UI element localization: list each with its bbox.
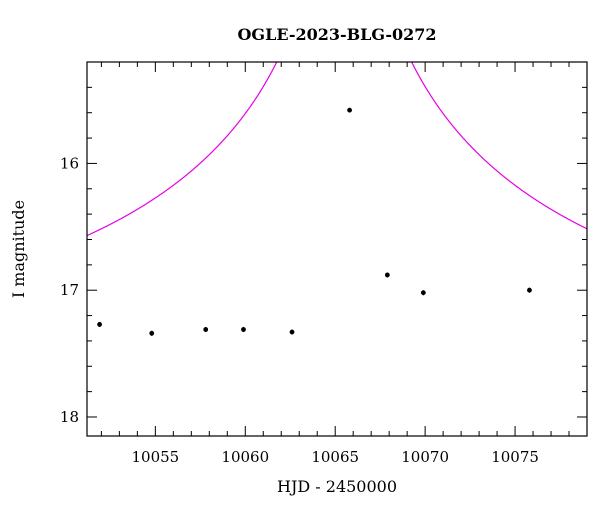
y-tick-label: 17 bbox=[60, 281, 79, 299]
point-marker bbox=[527, 287, 532, 293]
point-marker bbox=[347, 107, 352, 113]
data-point bbox=[527, 287, 532, 293]
model-curve bbox=[87, 62, 587, 237]
data-point bbox=[97, 321, 102, 327]
chart-title: OGLE-2023-BLG-0272 bbox=[237, 25, 436, 44]
point-marker bbox=[97, 322, 102, 327]
point-marker bbox=[289, 329, 295, 335]
point-marker bbox=[203, 327, 209, 332]
data-point bbox=[241, 326, 246, 333]
y-tick-label: 16 bbox=[60, 154, 79, 172]
plot-area bbox=[86, 61, 588, 437]
data-point bbox=[149, 330, 155, 336]
data-point bbox=[384, 272, 390, 278]
x-tick-label: 10055 bbox=[131, 448, 179, 466]
data-point bbox=[289, 329, 295, 335]
x-tick-label: 10070 bbox=[401, 448, 449, 466]
point-marker bbox=[384, 272, 390, 278]
data-point bbox=[203, 326, 209, 333]
point-marker bbox=[149, 330, 155, 336]
x-axis-label: HJD - 2450000 bbox=[277, 477, 397, 496]
y-tick-label: 18 bbox=[60, 408, 79, 426]
y-axis-label: I magnitude bbox=[9, 200, 28, 298]
x-tick-label: 10065 bbox=[311, 448, 359, 466]
data-point bbox=[347, 107, 352, 113]
point-marker bbox=[241, 327, 246, 332]
point-marker bbox=[420, 290, 426, 296]
plot-frame bbox=[86, 61, 588, 437]
data-point bbox=[420, 290, 426, 296]
x-tick-label: 10075 bbox=[491, 448, 539, 466]
x-tick-label: 10060 bbox=[221, 448, 269, 466]
